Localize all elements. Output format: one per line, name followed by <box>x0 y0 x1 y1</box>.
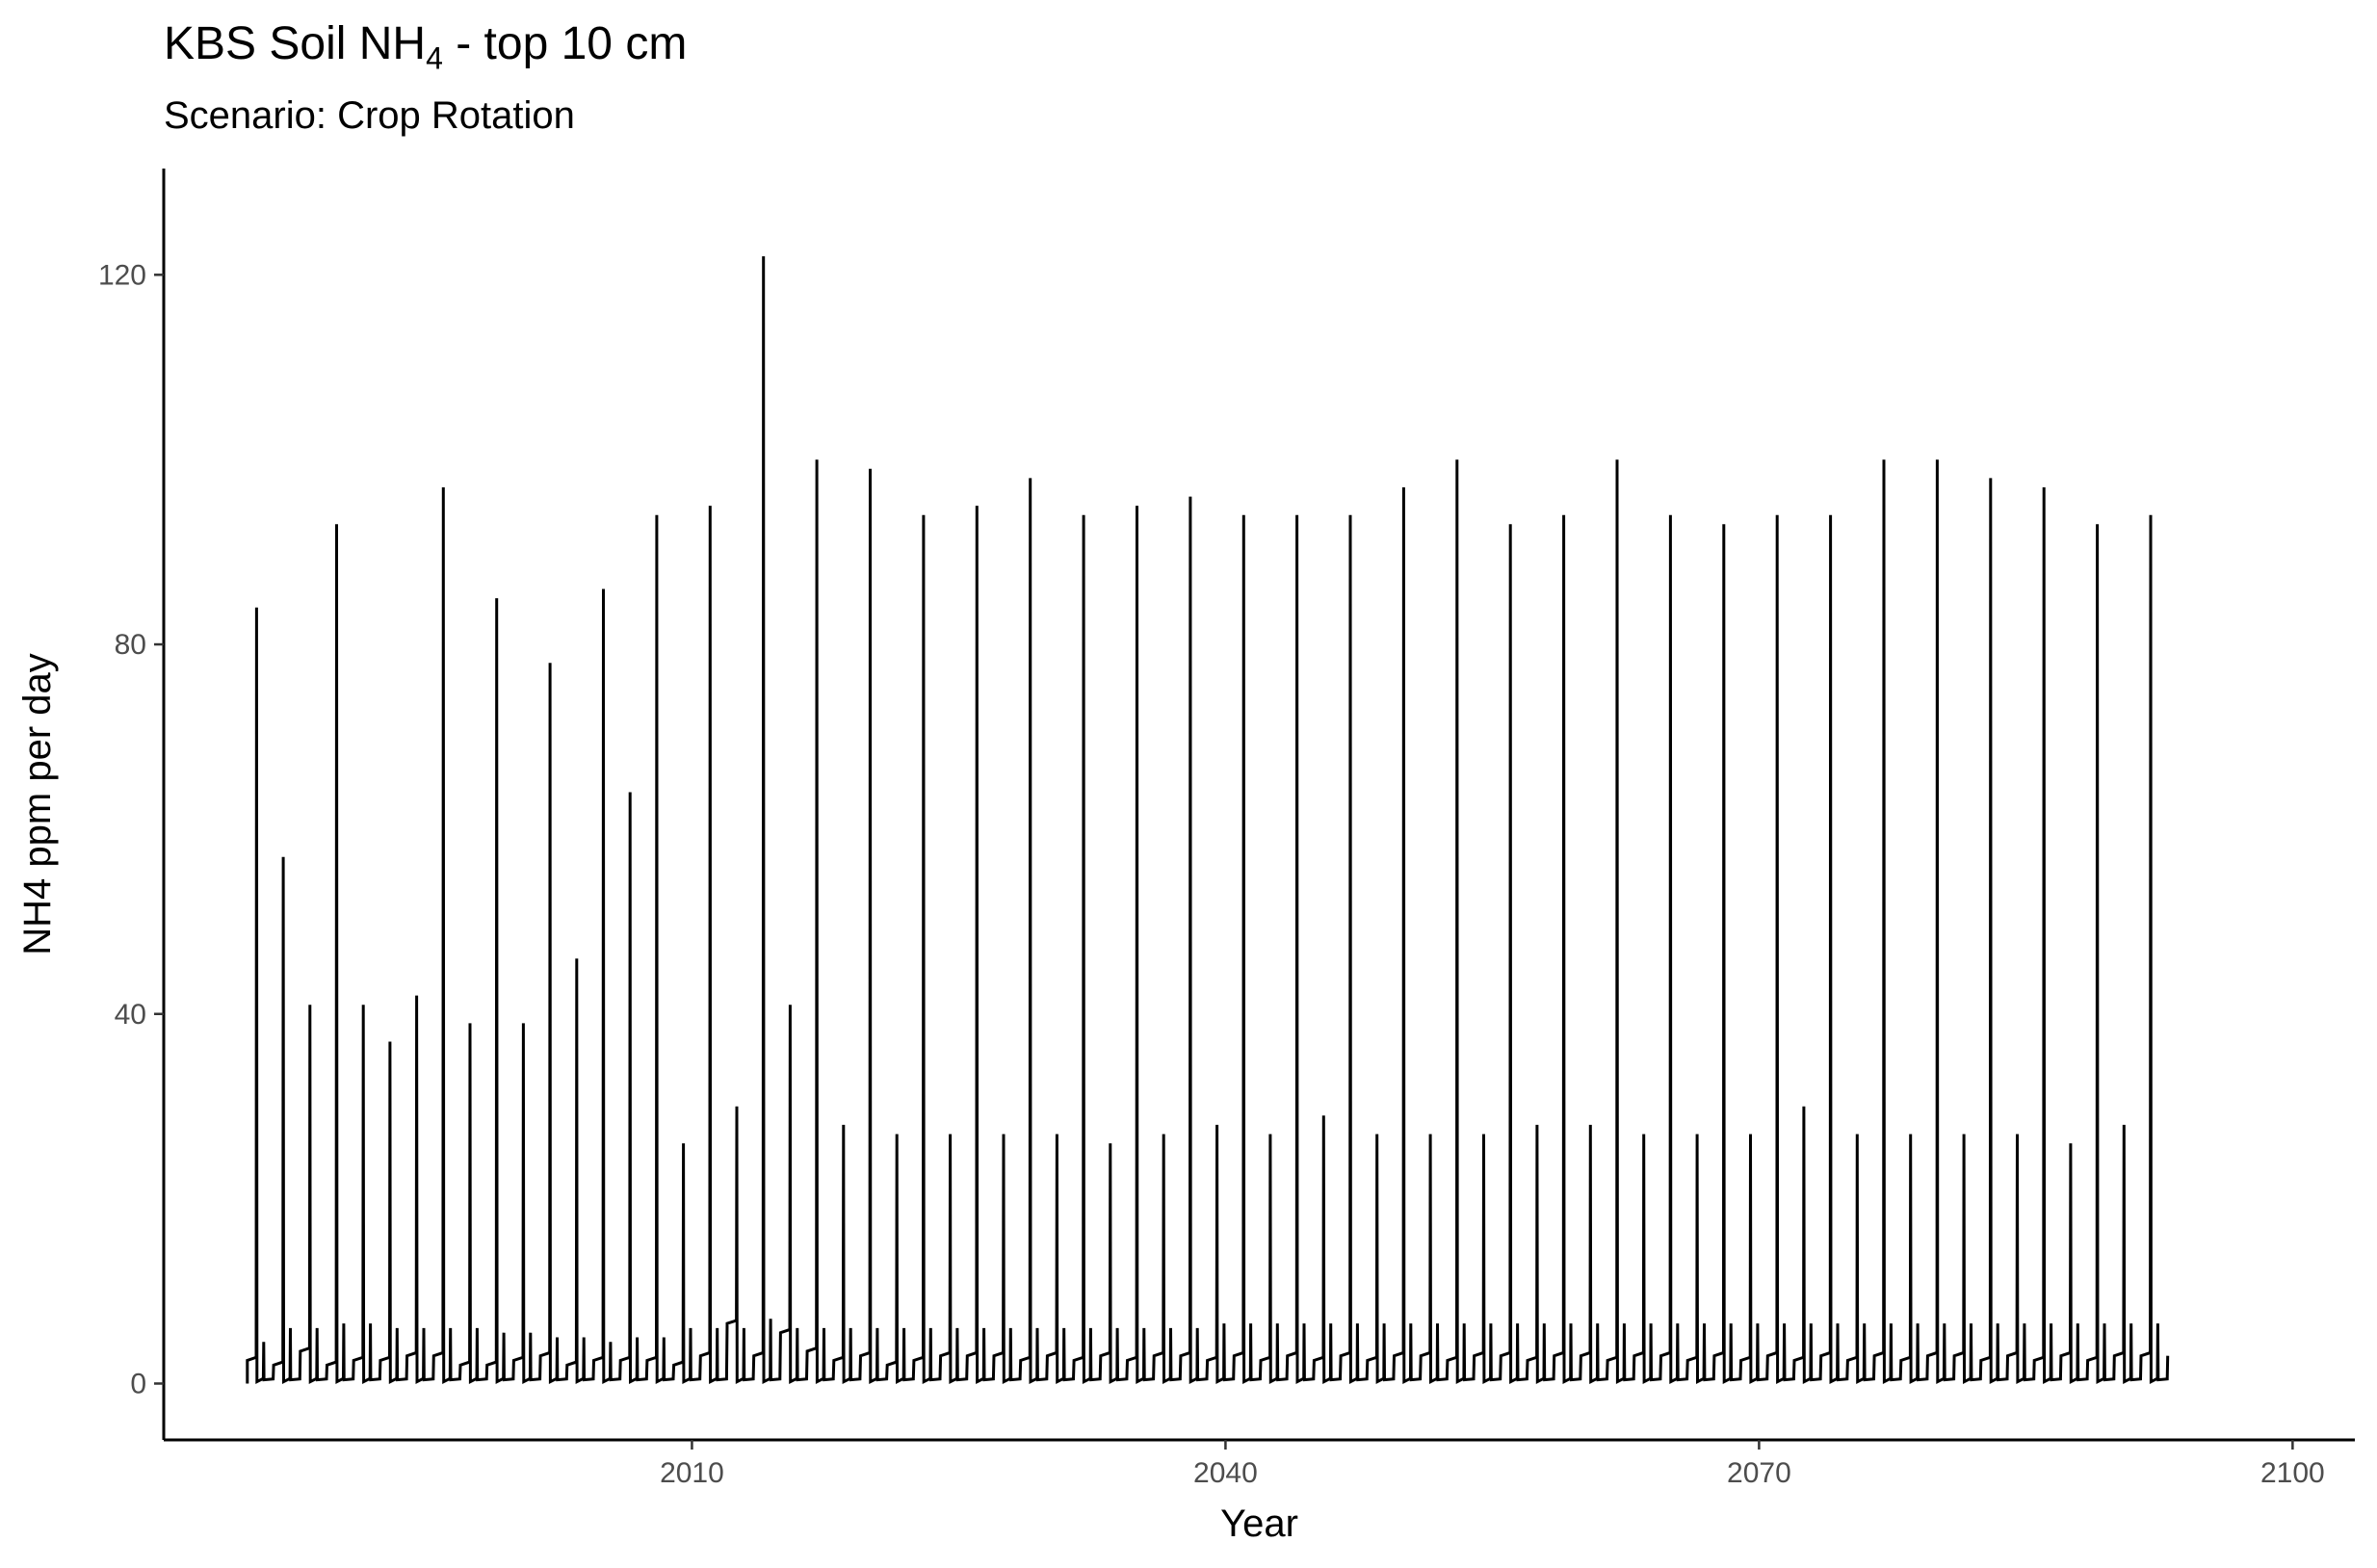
series-line <box>246 256 2170 1385</box>
x-tick-label: 2010 <box>660 1457 724 1489</box>
x-tick-label: 2040 <box>1193 1457 1258 1489</box>
chart-title-rest: - top 10 cm <box>442 18 688 69</box>
y-axis-title: NH4 ppm per day <box>16 653 59 954</box>
chart-title-main: KBS Soil NH <box>164 18 427 69</box>
series-layer <box>246 256 2170 1385</box>
x-axis-title: Year <box>1220 1503 1298 1545</box>
chart-title: KBS Soil NH4 - top 10 cm <box>164 17 687 77</box>
y-tick-label: 120 <box>98 259 146 291</box>
chart-title-subscript: 4 <box>426 40 443 76</box>
x-axis: 2010 2040 2070 2100 <box>164 1438 2355 1489</box>
y-tick-label: 40 <box>115 999 146 1031</box>
x-tick-label: 2100 <box>2260 1457 2325 1489</box>
chart-subtitle: Scenario: Crop Rotation <box>164 94 575 137</box>
y-tick-label: 0 <box>130 1368 146 1399</box>
x-tick-label: 2070 <box>1727 1457 1791 1489</box>
y-tick-label: 80 <box>115 629 146 661</box>
y-axis: 0 40 80 120 <box>98 169 166 1440</box>
